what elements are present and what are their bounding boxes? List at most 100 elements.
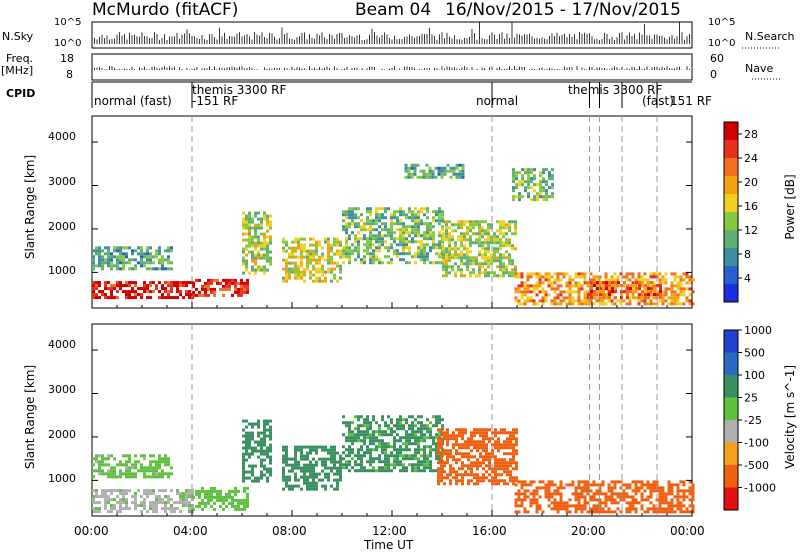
echo-cell bbox=[207, 492, 210, 496]
echo-cell bbox=[661, 498, 665, 502]
echo-cell bbox=[327, 258, 330, 262]
echo-cell bbox=[515, 440, 518, 444]
echo-cell bbox=[257, 226, 260, 230]
echo-cell bbox=[685, 507, 689, 511]
echo-cell bbox=[146, 249, 149, 253]
echo-cell bbox=[541, 299, 545, 303]
echo-cell bbox=[454, 223, 457, 227]
echo-cell bbox=[327, 252, 330, 256]
echo-cell bbox=[664, 278, 668, 282]
echo-cell bbox=[503, 467, 506, 471]
echo-cell bbox=[438, 213, 441, 217]
echo-cell bbox=[461, 476, 464, 480]
echo-cell bbox=[369, 436, 372, 440]
echo-cell bbox=[182, 281, 185, 285]
echo-cell bbox=[351, 252, 354, 256]
echo-cell bbox=[487, 265, 490, 269]
echo-cell bbox=[345, 246, 348, 250]
echo-cell bbox=[538, 486, 542, 490]
echo-cell bbox=[318, 445, 321, 449]
echo-cell bbox=[640, 483, 644, 487]
echo-cell bbox=[506, 446, 509, 450]
echo-cell bbox=[613, 492, 617, 496]
echo-cell bbox=[634, 296, 638, 300]
echo-cell bbox=[399, 460, 402, 464]
echo-cell bbox=[402, 418, 405, 422]
echo-cell bbox=[357, 231, 360, 235]
echo-cell bbox=[443, 482, 446, 486]
echo-cell bbox=[240, 278, 243, 282]
echo-cell bbox=[502, 232, 505, 236]
echo-cell bbox=[640, 507, 644, 511]
echo-cell bbox=[282, 478, 285, 482]
echo-cell bbox=[610, 492, 614, 496]
echo-cell bbox=[476, 467, 479, 471]
echo-cell bbox=[472, 226, 475, 230]
echo-cell bbox=[402, 252, 405, 256]
echo-cell bbox=[149, 492, 152, 496]
echo-cell bbox=[222, 284, 225, 288]
echo-cell bbox=[650, 281, 653, 285]
echo-cell bbox=[478, 235, 481, 239]
echo-cell bbox=[269, 437, 272, 441]
echo-cell bbox=[595, 278, 599, 282]
echo-cell bbox=[282, 466, 285, 470]
echo-cell bbox=[185, 489, 188, 493]
colorbar-swatch bbox=[724, 465, 738, 488]
echo-cell bbox=[527, 180, 530, 184]
echo-cell bbox=[679, 284, 683, 288]
echo-cell bbox=[494, 467, 497, 471]
echo-cell bbox=[387, 261, 390, 265]
echo-cell bbox=[309, 448, 312, 452]
echo-cell bbox=[327, 243, 330, 247]
echo-cell bbox=[393, 448, 396, 452]
echo-cell bbox=[266, 434, 269, 438]
echo-cell bbox=[458, 169, 462, 173]
echo-cell bbox=[496, 238, 499, 242]
echo-cell bbox=[556, 278, 560, 282]
echo-cell bbox=[429, 249, 432, 253]
echo-cell bbox=[484, 268, 487, 272]
echo-cell bbox=[438, 430, 441, 434]
echo-cell bbox=[254, 479, 257, 483]
echo-cell bbox=[640, 498, 644, 502]
echo-cell bbox=[192, 290, 195, 294]
echo-cell bbox=[369, 424, 372, 428]
echo-cell bbox=[414, 225, 417, 229]
echo-cell bbox=[482, 467, 485, 471]
echo-cell bbox=[375, 457, 378, 461]
echo-cell bbox=[303, 279, 306, 283]
echo-cell bbox=[509, 464, 512, 468]
echo-cell bbox=[676, 489, 680, 493]
colorbar-tick-label: 4 bbox=[744, 272, 751, 285]
echo-cell bbox=[644, 293, 647, 297]
echo-cell bbox=[360, 258, 363, 262]
echo-cell bbox=[449, 437, 452, 441]
echo-cell bbox=[411, 454, 414, 458]
echo-cell bbox=[682, 302, 686, 306]
echo-cell bbox=[309, 466, 312, 470]
echo-cell bbox=[544, 495, 548, 499]
echo-cell bbox=[146, 255, 149, 259]
echo-cell bbox=[616, 299, 620, 303]
echo-cell bbox=[523, 299, 527, 303]
echo-cell bbox=[512, 461, 515, 465]
echo-cell bbox=[369, 252, 372, 256]
echo-cell bbox=[393, 216, 396, 220]
echo-cell bbox=[345, 228, 348, 232]
echo-cell bbox=[234, 287, 237, 291]
echo-cell bbox=[449, 464, 452, 468]
echo-cell bbox=[122, 255, 125, 259]
echo-cell bbox=[476, 440, 479, 444]
echo-cell bbox=[487, 238, 490, 242]
echo-cell bbox=[420, 448, 423, 452]
echo-cell bbox=[225, 492, 228, 496]
echo-cell bbox=[294, 475, 297, 479]
echo-cell bbox=[384, 225, 387, 229]
echo-cell bbox=[426, 255, 429, 259]
echo-cell bbox=[676, 495, 680, 499]
echo-cell bbox=[213, 293, 216, 297]
echo-cell bbox=[640, 480, 644, 484]
echo-cell bbox=[375, 210, 378, 214]
